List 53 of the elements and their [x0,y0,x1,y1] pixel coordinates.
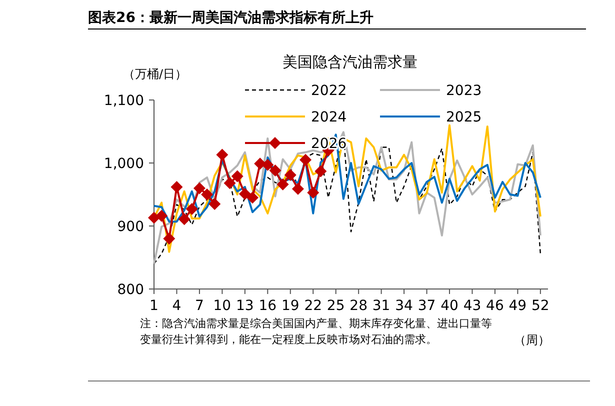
point [314,165,327,178]
text: 注：隐含汽油需求量是综合美国国内产量、期末库存变化量、进出口量等变量衍生计算得到，能在一定程度上反映市场对石油的需求。 [140,316,493,348]
x-tick-label: 1 [150,298,158,314]
y-tick-label: 1,100 [104,93,144,109]
point [170,180,183,193]
point [262,158,274,171]
legend-label: 2025 [446,110,482,126]
x-tick-label: 16 [258,298,277,314]
point [269,164,282,177]
point [231,170,244,182]
x-tick-label: 25 [326,298,345,314]
point [178,213,190,226]
x-tick-label: 40 [440,298,458,314]
x-tick-label: 22 [304,298,322,314]
legend-label: 2024 [311,110,347,126]
legend-label: 2022 [311,83,347,99]
y-tick-label: 800 [117,282,144,298]
x-tick-label: 7 [195,298,204,314]
x-tick-label: 4 [172,298,182,314]
x-tick-label: 52 [532,298,550,314]
point [224,177,236,190]
point [163,232,176,245]
x-tick-label: 46 [486,298,504,314]
x-axis-title: （周） [514,333,550,347]
point [208,198,221,210]
x-tick-label: 34 [395,298,414,314]
line-series [153,134,542,223]
x-tick-label: 37 [418,298,436,314]
x-tick-label: 49 [508,298,527,314]
point [216,148,228,161]
point [300,154,312,166]
point [307,186,320,199]
point [238,188,251,200]
x-tick-label: 28 [350,298,368,314]
x-tick-label: 19 [281,298,300,314]
point [246,192,258,204]
point [193,182,206,194]
y-tick-label: 900 [117,219,144,235]
point [292,182,304,195]
chart-subtitle: 图表26：最新一周美国汽油需求指标有所上升 [88,9,374,26]
point [186,202,198,215]
x-tick-label: 31 [372,298,390,314]
legend-label: 2023 [446,83,482,99]
y-tick-label: 1,000 [104,156,144,172]
y-axis-title: （万桶/日） [122,67,188,81]
point [284,168,296,181]
point [156,210,168,222]
point [276,178,289,190]
x-tick-label: 43 [463,298,482,314]
point [201,188,214,200]
x-tick-label: 13 [236,298,254,314]
x-tick-label: 10 [213,298,232,314]
chart-title: 美国隐含汽油需求量 [282,53,418,71]
